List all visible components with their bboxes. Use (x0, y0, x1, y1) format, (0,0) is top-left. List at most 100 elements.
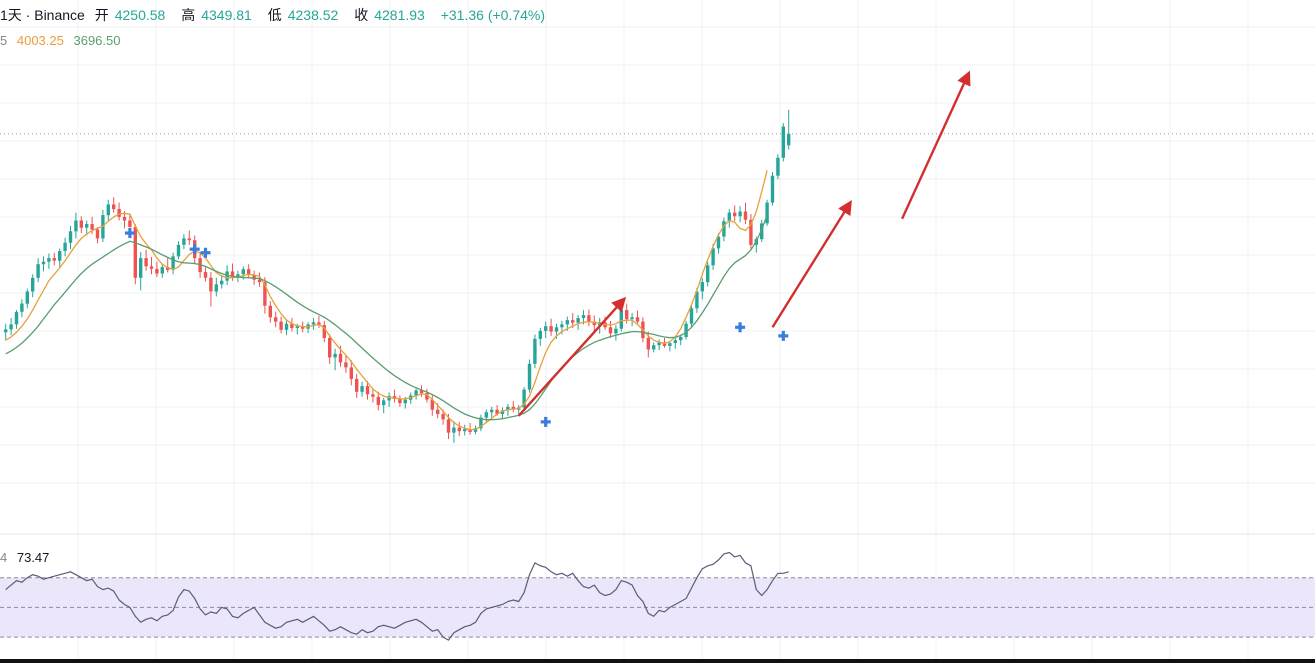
annotations (124, 70, 971, 427)
candle-body (41, 261, 46, 265)
candle-body (538, 330, 542, 339)
candle-body (355, 378, 359, 392)
candle-body (765, 202, 769, 224)
candle-body (668, 343, 672, 346)
candle-body (149, 266, 154, 269)
candle-body (90, 224, 94, 230)
candle-body (214, 284, 218, 292)
candle-body (398, 398, 402, 404)
candle-body (58, 251, 62, 261)
candle-body (652, 345, 656, 350)
candle-body (722, 221, 726, 237)
candle-body (14, 311, 19, 325)
trend-arrow (771, 200, 852, 328)
ma-legend: 5 4003.25 3696.50 (0, 30, 126, 52)
ma-fast-value: 4003.25 (16, 33, 64, 48)
candle-body (479, 417, 483, 429)
candle-body (430, 399, 434, 410)
candle-body (274, 317, 278, 322)
candle-body (9, 324, 13, 330)
candle-body (646, 338, 650, 350)
price-pane (4, 109, 791, 443)
candle-body (446, 419, 451, 433)
candle-body (36, 264, 40, 278)
candle-body (581, 315, 586, 318)
candle-body (225, 271, 229, 281)
candle-body (533, 338, 537, 364)
candle-body (738, 211, 742, 217)
low-value: 4238.52 (287, 7, 339, 23)
candle-body (700, 282, 704, 292)
candle-body (311, 322, 316, 325)
candle-body (403, 399, 407, 404)
ma-prefix: 5 (0, 33, 8, 48)
candle-body (47, 258, 51, 262)
rsi-pane (0, 551, 1315, 641)
candle-body (322, 325, 326, 338)
candle-body (74, 220, 78, 232)
buy-marker-plus (128, 228, 132, 239)
candle-body (506, 406, 510, 411)
candle-body (587, 315, 591, 322)
candle-body (571, 320, 575, 323)
candle-body (182, 238, 186, 245)
candle-body (635, 317, 640, 322)
candle-body (549, 326, 553, 332)
candle-body (166, 267, 170, 270)
candle-body (295, 326, 299, 328)
candle-body (236, 274, 240, 278)
candle-body (241, 269, 245, 275)
candle-body (625, 310, 629, 320)
candle-body (106, 204, 110, 216)
trend-arrow (901, 70, 971, 220)
ma-slow-value: 3696.50 (73, 33, 121, 48)
candle-body (592, 321, 596, 326)
candle-body (247, 269, 251, 275)
candle-body (20, 303, 24, 312)
buy-marker-plus (544, 416, 548, 427)
candle-body (689, 308, 694, 324)
candle-body (252, 275, 256, 280)
candle-body (614, 328, 618, 334)
trend-arrow (517, 296, 627, 417)
candle-body (776, 157, 780, 176)
candle-body (684, 323, 688, 337)
candle-body (565, 320, 569, 325)
candle-body (560, 324, 564, 328)
candle-body (500, 410, 505, 414)
candle-body (522, 389, 526, 408)
candle-body (31, 277, 35, 292)
candle-body (328, 338, 332, 358)
candle-body (716, 236, 721, 249)
candle-body (79, 220, 83, 228)
ohlc-legend: 1天 · Binance 开 4250.58 高 4349.81 低 4238.52 … (0, 4, 551, 26)
candle-body (414, 390, 418, 396)
open-value: 4250.58 (114, 7, 166, 23)
candle-body (128, 220, 132, 227)
candle-body (257, 279, 262, 283)
candle-body (436, 409, 440, 414)
candle-body (733, 212, 737, 217)
candle-body (263, 282, 267, 306)
candle-body (673, 340, 677, 344)
candle-body (473, 428, 478, 432)
buy-marker-plus (781, 330, 785, 341)
rsi-legend: 4 73.47 (0, 548, 49, 568)
candle-body (155, 268, 159, 274)
candle-body (4, 329, 8, 333)
candle-body (387, 396, 391, 401)
candle-body (511, 406, 515, 410)
candle-body (749, 219, 753, 245)
candle-body (230, 271, 235, 278)
candle-body (679, 337, 683, 341)
candle-body (284, 323, 289, 330)
candle-body (554, 327, 559, 332)
rsi-line (5, 551, 789, 641)
candle-body (711, 248, 715, 266)
open-label: 开 (94, 7, 109, 23)
candle-body (301, 326, 305, 329)
candle-body (441, 414, 445, 420)
